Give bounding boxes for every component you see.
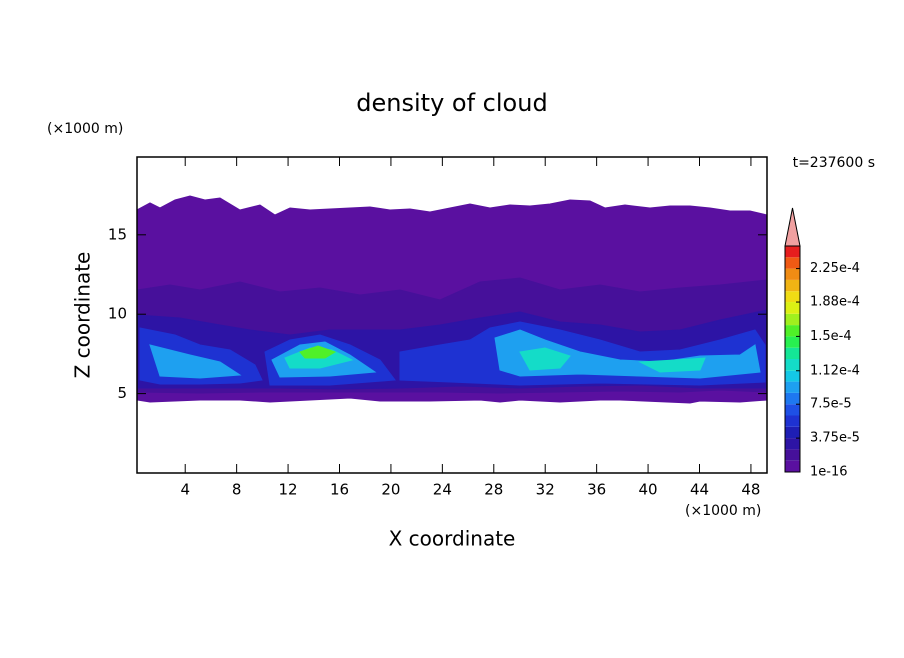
colorbar-band [785,381,800,393]
colorbar-tick-label: 1.88e-4 [810,295,860,310]
colorbar-band [785,291,800,303]
colorbar-band [785,313,800,326]
colorbar-tick-label: 7.5e-5 [810,397,852,412]
y-unit: (×1000 m) [47,121,123,137]
x-tick-label: 36 [587,481,606,499]
x-tick-label: 48 [741,481,760,499]
x-tick-label: 28 [484,481,503,499]
x-tick-label: 8 [232,481,242,499]
time-annotation: t=237600 s [793,155,875,171]
contour-region [299,345,337,359]
colorbar-tick-label: 1.5e-4 [810,329,852,344]
y-axis-label: Z coordinate [71,252,95,379]
x-tick-label: 16 [330,481,349,499]
colorbar-tick-label: 2.25e-4 [810,261,860,276]
x-axis-label: X coordinate [389,527,516,551]
colorbar-tick-label: 1e-16 [810,465,848,480]
colorbar-band [785,325,800,337]
contour-region [149,344,242,379]
colorbar-band [785,359,800,371]
colorbar-frame [784,245,801,473]
colorbar-band [785,460,800,472]
colorbar-band [785,426,800,439]
colorbar-band [785,404,800,416]
colorbar-band [785,268,800,280]
colorbar-extend [784,207,801,247]
colorbar-band [785,449,800,461]
y-tick-label: 10 [108,305,127,323]
colorbar-band [785,415,800,427]
y-tick-label: 5 [117,384,127,402]
colorbar-tick-label: 1.12e-4 [810,363,860,378]
colorbar-band [785,392,800,405]
colorbar-tick-label: 3.75e-5 [810,431,860,446]
colorbar-band [785,438,800,450]
x-unit: (×1000 m) [685,503,761,519]
contour-region [638,357,706,373]
colorbar-band [785,246,800,258]
x-tick-label: 12 [279,481,298,499]
x-tick-label: 32 [536,481,555,499]
contour-region [519,347,571,371]
x-tick-label: 44 [690,481,709,499]
x-tick-label: 4 [180,481,190,499]
colorbar-band [785,302,800,314]
plot-frame [136,156,768,474]
x-tick-label: 24 [433,481,452,499]
colorbar-band [785,370,800,382]
x-tick-label: 20 [381,481,400,499]
colorbar-band [785,279,800,292]
y-tick-label: 15 [108,225,127,243]
chart-title: density of cloud [356,89,547,117]
colorbar-band [785,347,800,359]
colorbar-band [785,257,800,269]
colorbar-band [785,336,800,348]
x-tick-label: 40 [639,481,658,499]
